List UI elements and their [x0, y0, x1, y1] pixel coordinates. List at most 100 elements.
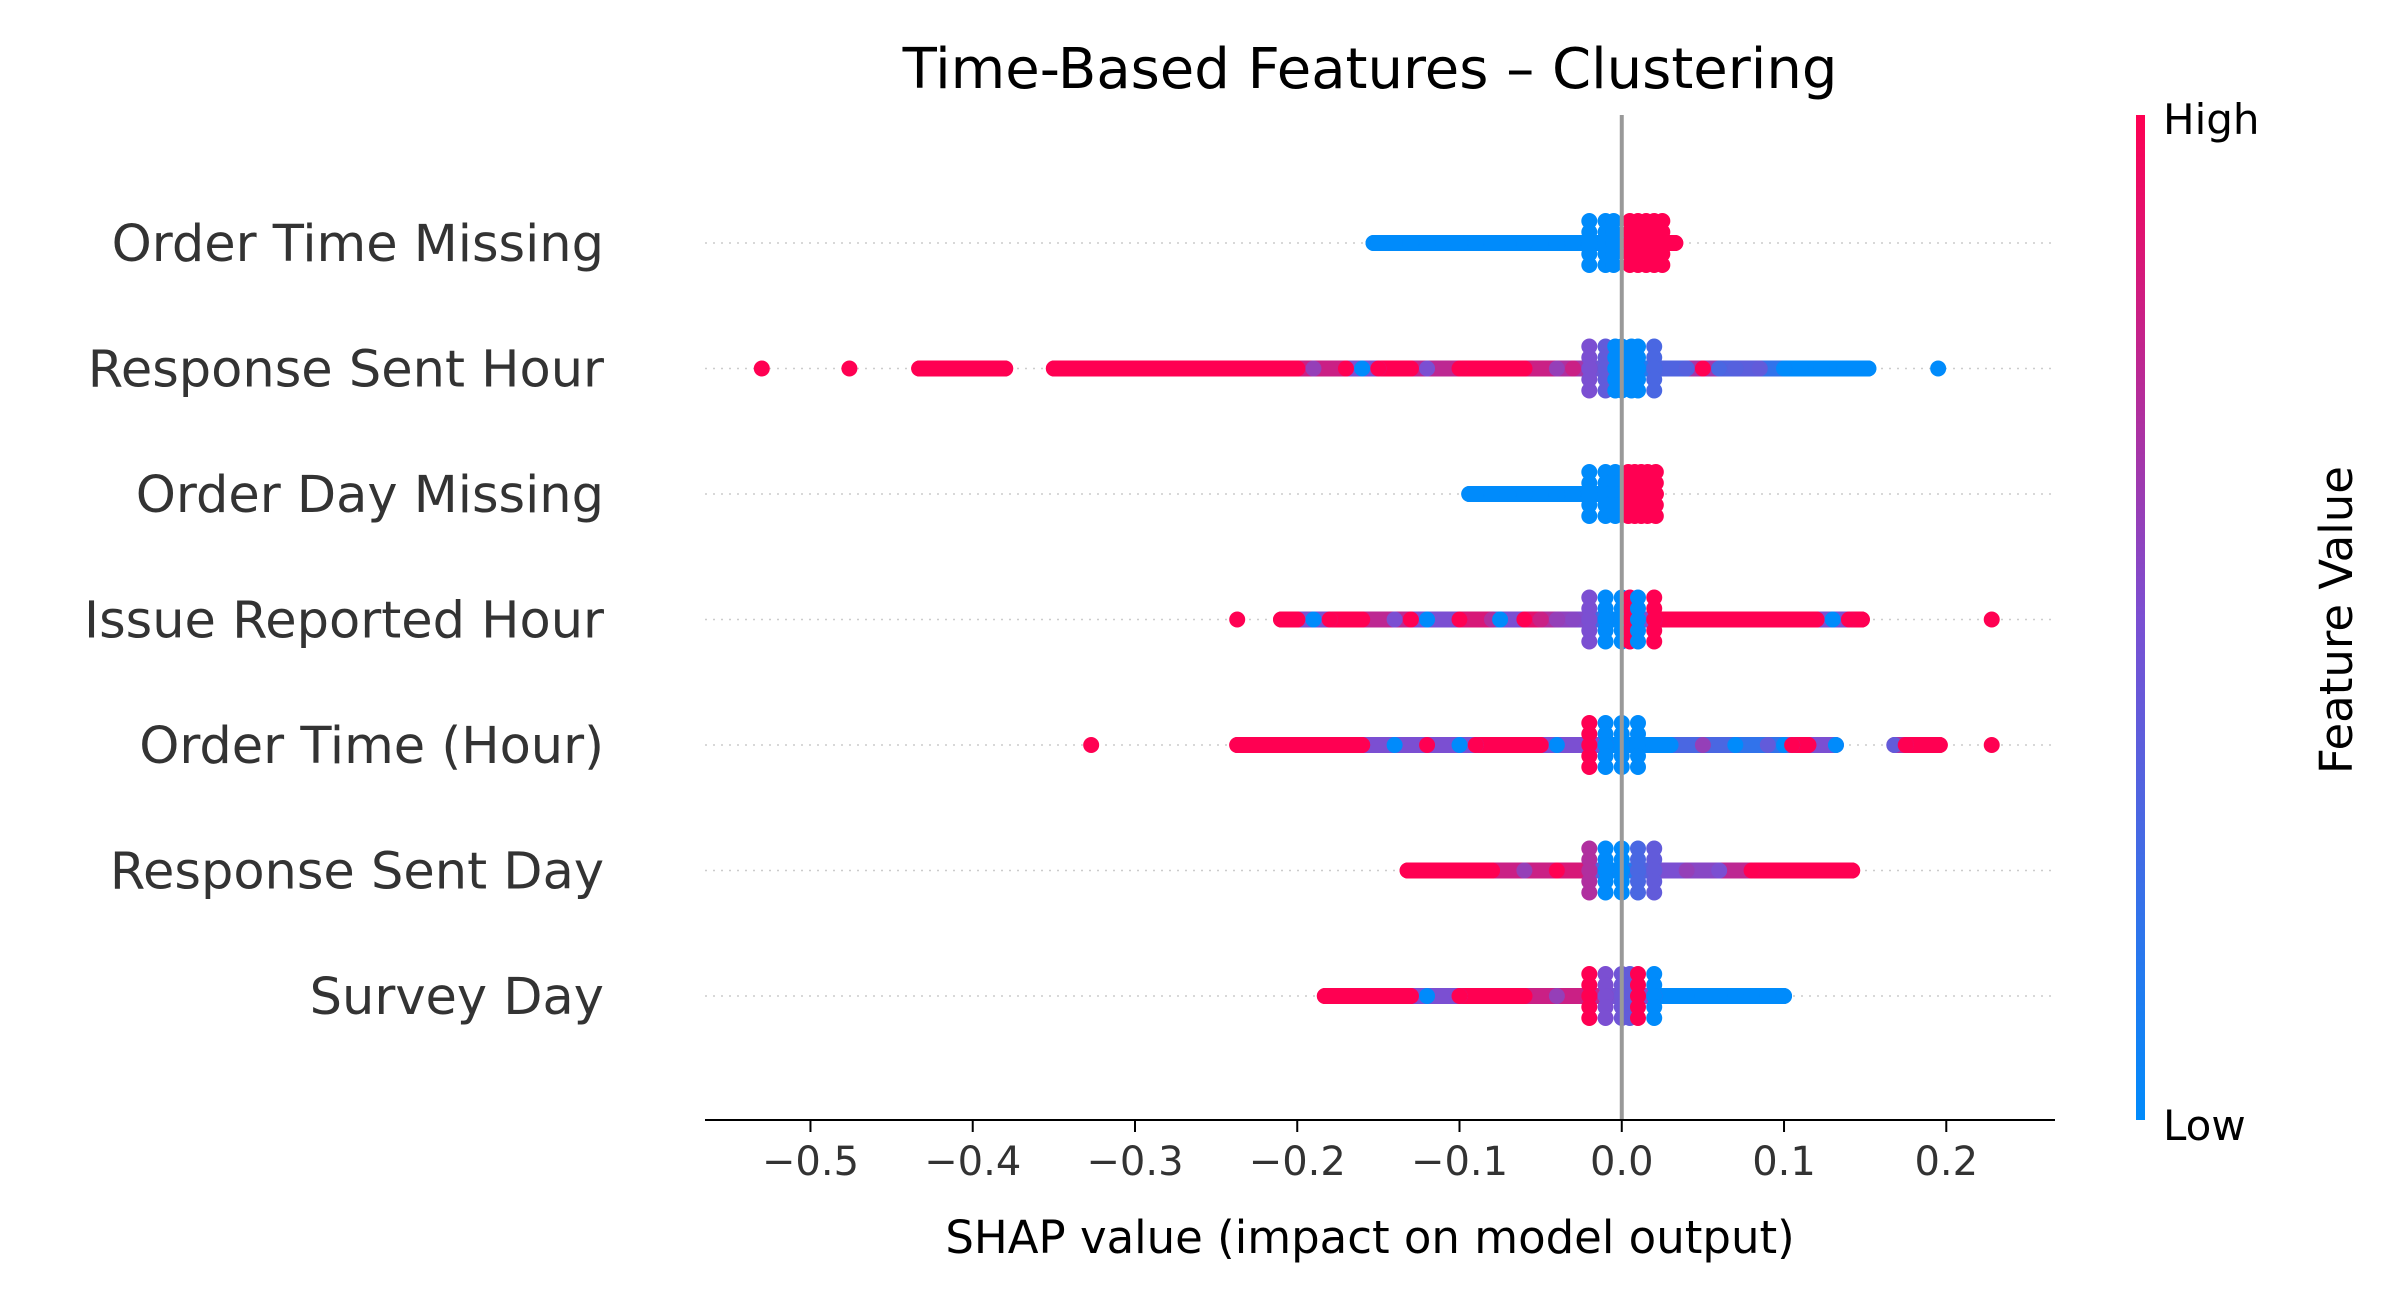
shap-point	[1532, 486, 1549, 502]
shap-point	[1581, 213, 1598, 229]
shap-point	[1419, 235, 1436, 251]
x-tick-label: −0.1	[1411, 1139, 1508, 1185]
shap-point	[1354, 611, 1371, 628]
shap-point	[1711, 988, 1728, 1004]
shap-point	[1597, 873, 1614, 890]
shap-point	[1451, 988, 1468, 1004]
shap-point	[1402, 611, 1419, 628]
x-tick-label: 0.0	[1590, 1139, 1654, 1185]
shap-point	[1629, 999, 1646, 1015]
shap-point	[1646, 611, 1663, 628]
shap-point	[1629, 600, 1646, 617]
shap-point	[1581, 840, 1598, 857]
shap-point	[1853, 611, 1870, 628]
shap-point	[1646, 1010, 1663, 1026]
shap-point	[1548, 862, 1565, 879]
shap-point	[1500, 737, 1517, 753]
shap-point	[1402, 360, 1419, 377]
shap-point	[1548, 360, 1565, 377]
shap-point	[1062, 360, 1079, 377]
shap-point	[1694, 360, 1711, 377]
shap-point	[1646, 600, 1663, 617]
x-tick-label: 0.2	[1914, 1139, 1978, 1185]
shap-point	[1581, 464, 1598, 480]
shap-point	[1159, 360, 1176, 377]
shap-point	[1605, 224, 1622, 240]
shap-point	[1646, 622, 1663, 639]
shap-point	[1983, 737, 2000, 753]
shap-point	[1597, 737, 1614, 753]
shap-point	[1191, 360, 1208, 377]
shap-point	[1419, 737, 1436, 753]
shap-point	[1629, 737, 1646, 753]
x-tick-label: −0.5	[762, 1139, 859, 1185]
shap-point	[1605, 246, 1622, 262]
shap-point	[1581, 988, 1598, 1004]
shap-point	[1759, 862, 1776, 879]
x-tick-label: 0.1	[1752, 1139, 1816, 1185]
shap-point	[1581, 862, 1598, 879]
shap-point	[1743, 862, 1760, 879]
shap-point	[972, 360, 989, 377]
shap-point	[948, 360, 965, 377]
shap-point	[1483, 360, 1500, 377]
shap-point	[1386, 737, 1403, 753]
shap-point	[1581, 737, 1598, 753]
colorbar-title: Feature Value	[2310, 466, 2363, 774]
shap-point	[1678, 360, 1695, 377]
shap-point	[1516, 235, 1533, 251]
shap-point	[1597, 1010, 1614, 1026]
shap-point	[1370, 360, 1387, 377]
shap-point	[1646, 371, 1663, 388]
shap-point	[1581, 371, 1598, 388]
shap-point	[1597, 600, 1614, 617]
shap-point	[1795, 862, 1812, 879]
shap-point	[1581, 497, 1598, 513]
shap-point	[1516, 486, 1533, 502]
shap-point	[1581, 224, 1598, 240]
shap-point	[1646, 360, 1663, 377]
shap-point	[1565, 486, 1582, 502]
shap-point	[1492, 611, 1509, 628]
shap-point	[1860, 360, 1877, 377]
shap-point	[1516, 611, 1533, 628]
feature-label: Response Sent Day	[110, 843, 604, 902]
shap-point	[1548, 235, 1565, 251]
colorbar-high-label: High	[2163, 95, 2260, 144]
shap-point	[1646, 840, 1663, 857]
x-axis-title: SHAP value (impact on model output)	[945, 1211, 1794, 1264]
shap-point	[1751, 360, 1768, 377]
shap-point	[1597, 840, 1614, 857]
shap-point	[1897, 737, 1914, 753]
shap-point	[1483, 486, 1500, 502]
shap-point	[1607, 508, 1624, 524]
shap-point	[1629, 589, 1646, 606]
shap-point	[1840, 611, 1857, 628]
shap-point	[1983, 611, 2000, 628]
shap-point	[1354, 360, 1371, 377]
shap-point	[1229, 737, 1246, 753]
shap-point	[1402, 988, 1419, 1004]
shap-point	[1467, 486, 1484, 502]
shap-point	[1516, 988, 1533, 1004]
shap-point	[1776, 988, 1793, 1004]
shap-point	[1629, 622, 1646, 639]
shap-point	[1629, 338, 1646, 355]
shap-point	[1419, 988, 1436, 1004]
x-tick-label: −0.2	[1249, 1139, 1346, 1185]
shap-point	[1629, 873, 1646, 890]
shap-point	[1597, 966, 1614, 982]
shap-point	[1646, 988, 1663, 1004]
shap-point	[1607, 497, 1624, 513]
shap-point	[1532, 235, 1549, 251]
shap-point	[1516, 360, 1533, 377]
shap-point	[1607, 475, 1624, 491]
shap-point	[1597, 611, 1614, 628]
shap-point	[1647, 475, 1664, 491]
shap-point	[1289, 360, 1306, 377]
shap-point	[1930, 360, 1947, 377]
shap-point	[1808, 611, 1825, 628]
shap-point	[1581, 873, 1598, 890]
shap-point	[1354, 737, 1371, 753]
